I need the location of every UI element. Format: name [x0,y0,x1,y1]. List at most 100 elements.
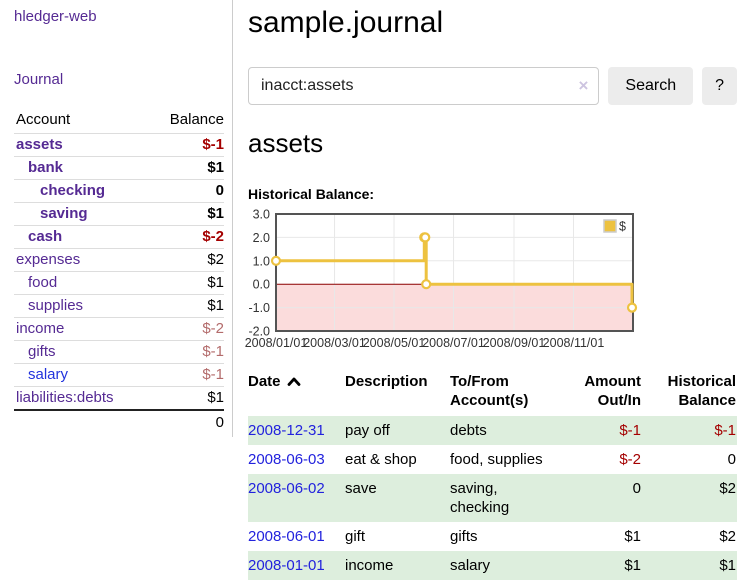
transaction-accounts: gifts [450,528,478,545]
account-row: cash $-2 [14,225,224,249]
account-row: bank $1 [14,156,224,180]
account-name-cell: salary [14,364,150,387]
transaction-amount: 0 [632,480,641,497]
transaction-date-link[interactable]: 2008-01-01 [248,557,325,574]
account-link-gifts[interactable]: gifts [28,343,56,360]
account-balance: $1 [207,389,224,406]
svg-text:3.0: 3.0 [253,208,270,222]
account-name-cell: income [14,318,150,341]
transaction-row: 2008-06-03 eat & shop food, supplies $-2 0 [248,445,737,474]
account-balance: $-1 [202,136,224,153]
transaction-accounts: food, supplies [450,451,543,468]
account-row: assets $-1 [14,133,224,157]
account-link-expenses[interactable]: expenses [16,251,81,268]
register-heading: assets [248,128,324,158]
account-link-bank[interactable]: bank [28,159,64,176]
register-header-balance: Historical Balance [667,373,736,409]
account-name-cell: supplies [14,295,150,318]
svg-text:0.0: 0.0 [253,278,270,292]
transaction-date-cell: 2008-06-02 [248,474,345,522]
register-header-description: Description [345,373,428,390]
transaction-description: pay off [345,422,390,439]
account-name-cell: liabilities:debts [14,387,150,411]
accounts-total-spacer [14,410,150,435]
transaction-balance: $1 [719,557,736,574]
register-table: Date Description To/From Account(s) Amou… [248,370,737,580]
transaction-row: 2008-01-01 income salary $1 $1 [248,551,737,580]
transaction-amount: $-1 [619,422,641,439]
account-name-cell: bank [14,157,150,180]
transaction-balance: $2 [719,480,736,497]
svg-text:2008/07/01: 2008/07/01 [422,336,485,350]
transaction-amount: $1 [624,528,641,545]
account-link-salary[interactable]: salary [28,366,69,383]
accounts-table: Account Balance assets $-1 bank $1 checking 0… [14,108,224,435]
account-name-cell: food [14,272,150,295]
account-balance: $-2 [202,320,224,337]
transaction-date-link[interactable]: 2008-06-02 [248,480,325,497]
account-balance: $1 [207,159,224,176]
register-header-row: Date Description To/From Account(s) Amou… [248,370,737,416]
sidebar-item-journal[interactable]: Journal [14,71,64,88]
account-link-saving[interactable]: saving [40,205,88,222]
account-link-liabilities-debts[interactable]: liabilities:debts [16,389,114,406]
svg-text:-2.0: -2.0 [248,325,270,339]
account-balance: $1 [207,297,224,314]
app-title-link[interactable]: hledger-web [14,8,97,25]
register-header-accounts: To/From Account(s) [450,373,529,409]
chart-title: Historical Balance: [248,186,375,202]
accounts-header-row: Account Balance [14,108,224,134]
sidebar-nav: Journal [14,71,224,88]
transaction-balance: $-1 [714,422,736,439]
account-row: liabilities:debts $1 [14,386,224,411]
account-row: gifts $-1 [14,340,224,364]
transaction-amount: $-2 [619,451,641,468]
account-name-cell: cash [14,226,150,249]
account-link-checking[interactable]: checking [40,182,106,199]
account-name-cell: assets [14,134,150,157]
app-title: hledger-web [14,8,224,25]
account-link-income[interactable]: income [16,320,65,337]
transaction-balance: $2 [719,528,736,545]
svg-text:1.0: 1.0 [253,254,270,268]
help-button[interactable]: ? [702,67,737,105]
account-row: salary $-1 [14,363,224,387]
transaction-balance: 0 [727,451,736,468]
transaction-date-link[interactable]: 2008-06-01 [248,528,325,545]
account-link-food[interactable]: food [28,274,58,291]
account-name-cell: gifts [14,341,150,364]
register-header-date-label: Date [248,373,281,390]
account-balance: $1 [207,205,224,222]
transaction-row: 2008-06-02 save saving, checking 0 $2 [248,474,737,522]
account-balance: $-2 [202,228,224,245]
account-link-supplies[interactable]: supplies [28,297,84,314]
historical-balance-chart[interactable]: 3.0 2.0 1.0 0.0 -1.0 -2.02008/01/012008/03/01… [245,208,648,355]
svg-text:2008/11/01: 2008/11/01 [543,336,605,350]
account-name-cell: expenses [14,249,150,272]
svg-text:2008/01/01: 2008/01/01 [245,336,308,350]
accounts-header-account: Account [16,111,71,128]
search-input[interactable] [248,67,600,105]
account-link-cash[interactable]: cash [28,228,63,245]
clear-search-icon[interactable]: × [578,76,589,96]
account-link-assets[interactable]: assets [16,136,63,153]
account-balance: 0 [215,182,224,199]
account-balance: $2 [207,251,224,268]
transaction-date-link[interactable]: 2008-12-31 [248,422,325,439]
register-header-date[interactable]: Date [248,370,345,416]
transaction-accounts: debts [450,422,487,439]
svg-text:$: $ [619,220,626,234]
svg-text:2008/03/01: 2008/03/01 [303,336,366,350]
transaction-description: eat & shop [345,451,417,468]
transaction-date-cell: 2008-06-01 [248,522,345,551]
account-row: food $1 [14,271,224,295]
account-balance: $-1 [202,343,224,360]
account-name-cell: saving [14,203,150,226]
page-title: sample.journal [248,6,444,39]
transaction-date-cell: 2008-01-01 [248,551,345,580]
transaction-date-link[interactable]: 2008-06-03 [248,451,325,468]
transaction-accounts: saving, checking [450,480,510,516]
svg-text:2.0: 2.0 [253,231,270,245]
search-button[interactable]: Search [608,67,694,105]
search-box: × [248,67,600,105]
